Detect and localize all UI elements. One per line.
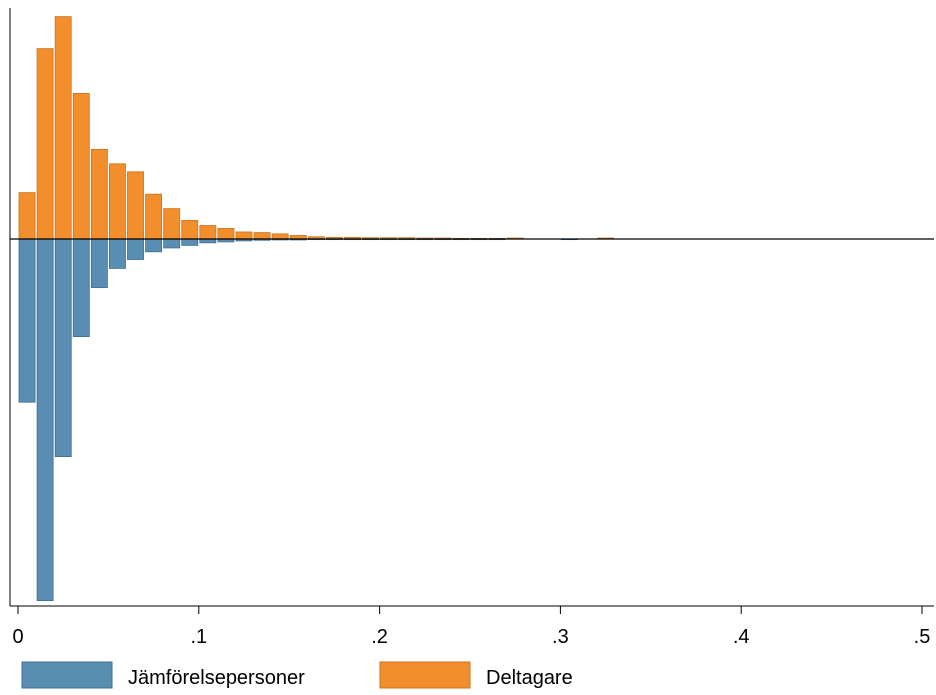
bar-jamforelsepersoner-6 [127,238,144,260]
bar-deltagare-3 [72,93,90,240]
bar-deltagare-10 [199,225,217,240]
bar-jamforelsepersoner-0 [18,238,36,403]
bar-jamforelsepersoner-9 [181,238,199,246]
x-tick-label-4: .4 [733,626,750,648]
legend-swatch-jamforelsepersoner [21,661,113,689]
x-tick-label-1: .1 [190,626,207,648]
bar-jamforelsepersoner-7 [145,238,163,253]
bar-deltagare-1 [36,48,54,240]
legend-label-jamforelsepersoner: Jämförelsepersoner [128,667,305,689]
legend-label-deltagare: Deltagare [486,667,573,689]
legend-swatch-deltagare [379,661,471,689]
bar-deltagare-0 [18,192,36,240]
bar-jamforelsepersoner-4 [90,238,108,289]
bar-deltagare-12 [235,231,253,240]
bar-deltagare-7 [145,193,163,240]
bar-jamforelsepersoner-3 [72,238,90,337]
bar-jamforelsepersoner-1 [36,238,54,602]
bar-deltagare-8 [163,208,181,240]
x-axis-ticks: 0 .1 .2 .3 .4 .5 [12,606,930,648]
bar-deltagare-13 [253,232,271,240]
bar-deltagare-2 [54,16,72,240]
bar-deltagare-14 [271,233,289,240]
bars-layer [18,16,615,602]
x-tick-label-5: .5 [914,626,931,648]
legend: Jämförelsepersoner Deltagare [21,661,573,689]
x-tick-label-2: .2 [371,626,388,648]
x-tick-label-3: .3 [552,626,569,648]
x-tick-label-0: 0 [12,626,23,648]
bar-deltagare-6 [127,171,144,240]
bar-deltagare-4 [90,148,108,240]
bar-deltagare-9 [181,220,199,240]
bar-jamforelsepersoner-8 [163,238,181,249]
bar-jamforelsepersoner-2 [54,238,72,458]
bar-deltagare-5 [109,163,126,240]
bar-deltagare-11 [217,228,235,240]
bar-jamforelsepersoner-5 [109,238,126,269]
